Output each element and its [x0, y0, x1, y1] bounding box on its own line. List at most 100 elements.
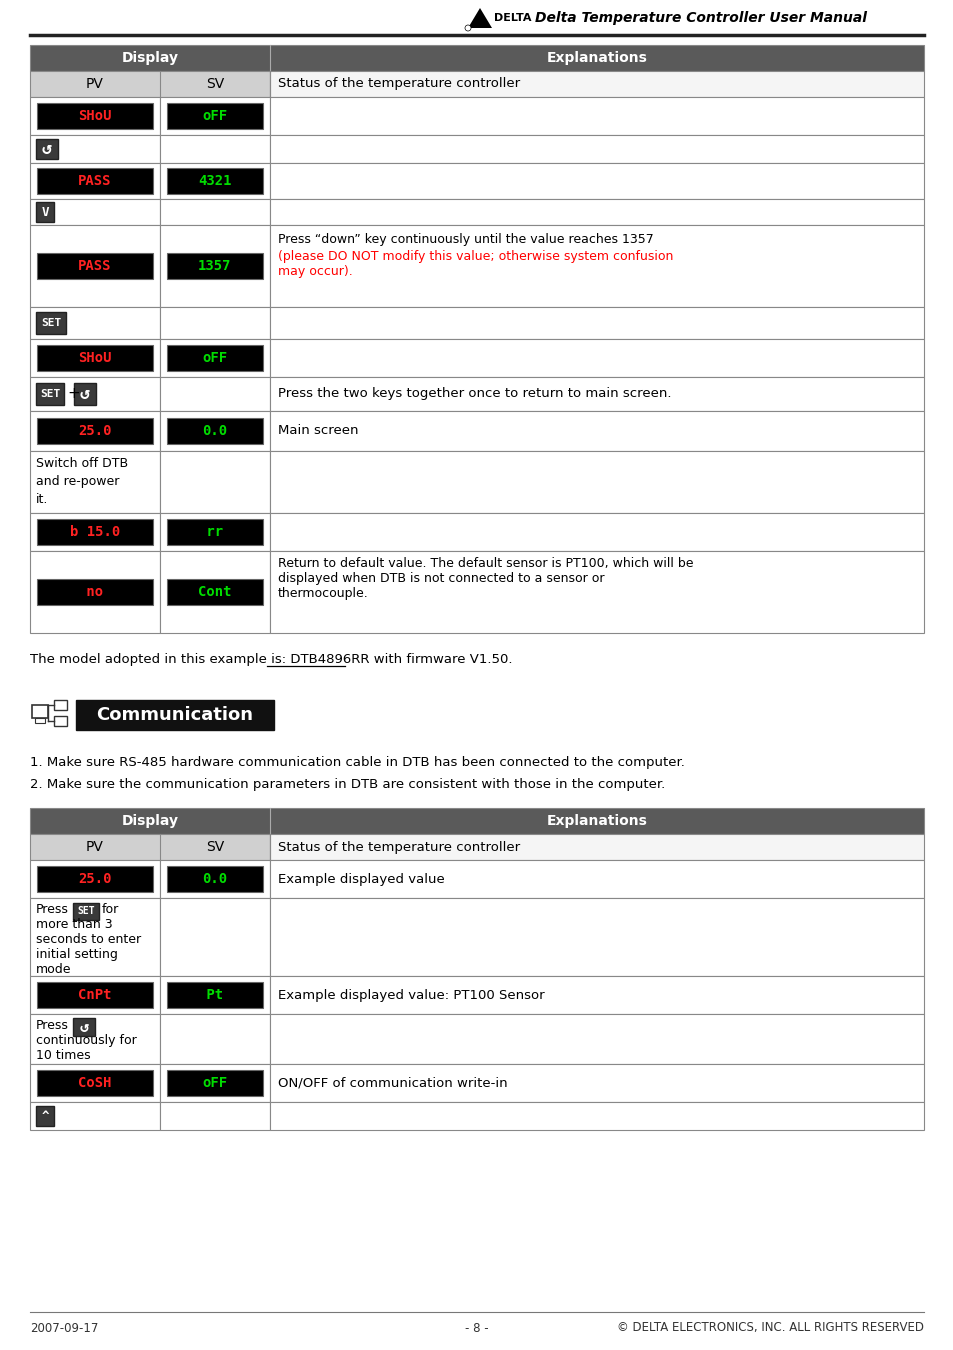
Text: rr: rr — [198, 525, 232, 539]
Bar — [30, 72, 270, 97]
Bar — [30, 163, 160, 198]
Bar — [160, 163, 270, 198]
Bar — [160, 377, 270, 410]
Bar — [30, 377, 160, 410]
Bar — [32, 705, 48, 718]
Text: PV: PV — [86, 840, 104, 855]
Bar — [54, 701, 67, 710]
Bar — [36, 312, 66, 333]
Text: The model adopted in this example is: DTB4896RR with firmware V1.50.: The model adopted in this example is: DT… — [30, 653, 512, 666]
Text: ↺: ↺ — [80, 385, 90, 404]
Text: Example displayed value: Example displayed value — [277, 872, 444, 886]
Bar — [270, 377, 923, 410]
Bar — [167, 167, 263, 194]
Bar — [270, 306, 923, 339]
Bar — [37, 418, 152, 444]
Bar — [37, 865, 152, 892]
Text: SET: SET — [77, 906, 94, 917]
Bar — [35, 718, 45, 724]
Text: SET: SET — [41, 319, 61, 328]
Text: Press: Press — [36, 1019, 69, 1031]
Bar — [160, 1014, 270, 1064]
Bar — [37, 103, 152, 130]
Bar — [160, 198, 270, 225]
Bar — [270, 551, 923, 633]
Text: ↺: ↺ — [79, 1019, 89, 1034]
Text: V: V — [41, 205, 49, 219]
Text: Return to default value. The default sensor is PT100, which will be
displayed wh: Return to default value. The default sen… — [277, 558, 693, 599]
Bar — [30, 860, 160, 898]
Bar — [270, 1102, 923, 1130]
Bar — [160, 551, 270, 633]
Text: 10 times: 10 times — [36, 1049, 91, 1062]
Text: oFF: oFF — [202, 109, 228, 123]
Text: 0.0: 0.0 — [202, 424, 228, 437]
Bar — [36, 383, 64, 405]
Text: 2. Make sure the communication parameters in DTB are consistent with those in th: 2. Make sure the communication parameter… — [30, 778, 664, 791]
Bar — [30, 306, 160, 339]
Bar — [30, 976, 160, 1014]
Bar — [167, 865, 263, 892]
Text: initial setting: initial setting — [36, 948, 118, 961]
Text: (please DO NOT modify this value; otherwise system confusion
may occur).: (please DO NOT modify this value; otherw… — [277, 250, 673, 278]
Bar — [37, 346, 152, 371]
Text: © DELTA ELECTRONICS, INC. ALL RIGHTS RESERVED: © DELTA ELECTRONICS, INC. ALL RIGHTS RES… — [617, 1322, 923, 1335]
Circle shape — [464, 26, 471, 31]
Bar — [160, 860, 270, 898]
Text: oFF: oFF — [202, 1076, 228, 1089]
Bar — [167, 418, 263, 444]
Text: more than 3: more than 3 — [36, 918, 112, 932]
Text: ON/OFF of communication write-in: ON/OFF of communication write-in — [277, 1076, 507, 1089]
Text: - 8 -: - 8 - — [465, 1322, 488, 1335]
Text: +: + — [67, 386, 80, 401]
Bar — [37, 518, 152, 545]
Bar — [270, 513, 923, 551]
Bar — [36, 1106, 54, 1126]
Text: 1357: 1357 — [198, 259, 232, 273]
Text: 0.0: 0.0 — [202, 872, 228, 886]
Bar — [270, 1064, 923, 1102]
Bar — [270, 225, 923, 306]
Bar — [160, 451, 270, 513]
Bar — [160, 410, 270, 451]
Bar — [74, 383, 96, 405]
Polygon shape — [468, 8, 492, 28]
Text: mode: mode — [36, 963, 71, 976]
Text: PV: PV — [86, 77, 104, 90]
Bar — [270, 72, 923, 97]
Bar — [73, 903, 99, 919]
Bar — [270, 860, 923, 898]
Bar — [30, 834, 270, 860]
Bar — [37, 981, 152, 1008]
Text: CoSH: CoSH — [78, 1076, 112, 1089]
Text: Display: Display — [121, 51, 178, 65]
Bar — [160, 1064, 270, 1102]
Bar — [54, 716, 67, 726]
Text: Switch off DTB
and re-power
it.: Switch off DTB and re-power it. — [36, 458, 128, 506]
Text: Press the two keys together once to return to main screen.: Press the two keys together once to retu… — [277, 387, 671, 401]
Bar — [30, 513, 160, 551]
Text: SHoU: SHoU — [78, 109, 112, 123]
Bar — [270, 976, 923, 1014]
Bar — [30, 551, 160, 633]
Bar — [270, 97, 923, 135]
Bar — [160, 898, 270, 976]
Bar — [30, 45, 923, 72]
Bar — [270, 410, 923, 451]
Bar — [160, 339, 270, 377]
Bar — [270, 163, 923, 198]
Bar — [30, 1102, 160, 1130]
Text: Cont: Cont — [198, 585, 232, 599]
Text: Status of the temperature controller: Status of the temperature controller — [277, 77, 519, 90]
Bar — [270, 898, 923, 976]
Text: Main screen: Main screen — [277, 424, 358, 437]
Bar — [73, 1018, 95, 1035]
Text: 1. Make sure RS-485 hardware communication cable in DTB has been connected to th: 1. Make sure RS-485 hardware communicati… — [30, 756, 684, 770]
Bar — [160, 97, 270, 135]
Text: seconds to enter: seconds to enter — [36, 933, 141, 946]
Bar — [160, 306, 270, 339]
Bar — [30, 225, 160, 306]
Text: SHoU: SHoU — [78, 351, 112, 364]
Bar — [160, 976, 270, 1014]
Text: Status of the temperature controller: Status of the temperature controller — [277, 841, 519, 853]
